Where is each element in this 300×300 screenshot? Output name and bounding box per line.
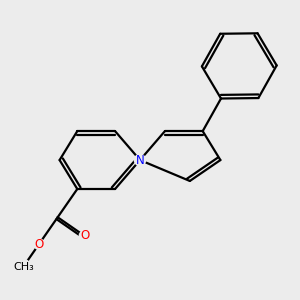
Text: O: O	[34, 238, 44, 250]
Text: CH₃: CH₃	[13, 262, 34, 272]
Circle shape	[34, 239, 44, 249]
Circle shape	[16, 260, 31, 274]
Text: N: N	[136, 154, 144, 166]
Circle shape	[134, 154, 146, 166]
Circle shape	[79, 231, 90, 241]
Text: O: O	[80, 230, 89, 242]
